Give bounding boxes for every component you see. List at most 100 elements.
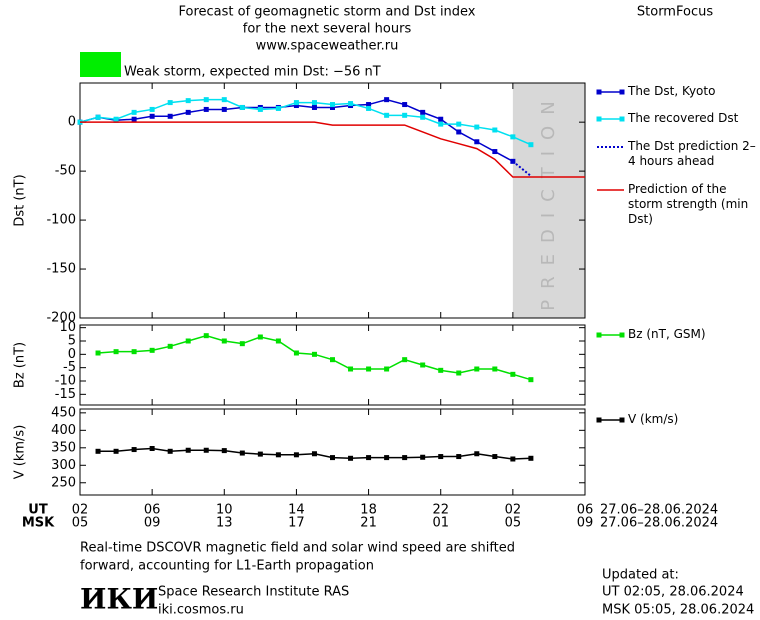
data-point <box>456 129 462 135</box>
data-point <box>167 100 173 106</box>
data-point <box>113 448 119 454</box>
data-point <box>492 454 498 460</box>
data-point <box>149 446 155 452</box>
data-point <box>221 338 227 344</box>
legend-marker <box>619 417 625 423</box>
data-point <box>275 452 281 458</box>
series-line <box>97 334 532 381</box>
data-point <box>510 456 516 462</box>
data-point <box>113 116 119 122</box>
y-tick-label: 5 <box>68 334 76 349</box>
data-point <box>366 102 372 108</box>
data-point <box>257 106 263 112</box>
data-point <box>95 350 101 356</box>
data-point <box>185 109 191 115</box>
data-point <box>275 338 281 344</box>
data-point <box>95 448 101 454</box>
data-point <box>330 455 335 461</box>
data-point <box>257 334 263 340</box>
institute: Space Research Institute RAS <box>158 585 349 600</box>
legend-marker <box>596 89 602 95</box>
x-tick-label: 09 <box>577 516 594 531</box>
x-tick-label: 21 <box>360 516 377 531</box>
data-point <box>438 121 444 127</box>
data-point <box>366 105 372 111</box>
series-line <box>80 121 585 178</box>
data-point <box>167 113 173 119</box>
x-tick-label: 10 <box>216 503 233 518</box>
data-point <box>456 121 462 127</box>
y-tick-label: 250 <box>51 475 76 490</box>
data-point <box>293 100 299 106</box>
y-tick-label: -5 <box>63 360 76 375</box>
y-tick-label: 10 <box>59 320 76 335</box>
legend-label: Bz (nT, GSM) <box>628 327 706 341</box>
plot-frame <box>79 408 586 496</box>
data-point <box>203 333 209 339</box>
legend-label: The Dst, Kyoto <box>628 84 716 98</box>
plot-frame <box>79 324 586 406</box>
data-point <box>384 366 390 372</box>
data-point <box>293 350 299 356</box>
note: forward, accounting for L1-Earth propaga… <box>80 559 374 574</box>
data-point <box>348 366 354 372</box>
legend-label: Prediction of the storm strength (min Ds… <box>628 182 749 226</box>
data-point <box>275 105 281 111</box>
x-tick-label: 06 <box>144 503 161 518</box>
data-point <box>402 112 408 118</box>
data-point <box>528 455 534 461</box>
msk-label: MSK <box>22 516 55 531</box>
data-point <box>203 106 209 112</box>
data-point <box>311 100 317 106</box>
data-point <box>330 104 335 110</box>
y-axis-label: Dst (nT) <box>13 174 28 226</box>
data-point <box>131 349 137 355</box>
y-tick-label: 0 <box>68 115 76 130</box>
data-point <box>402 455 408 461</box>
data-point <box>221 106 227 112</box>
data-point <box>438 367 444 373</box>
data-point <box>311 351 317 357</box>
data-point <box>402 357 408 363</box>
status: Weak storm, expected min Dst: −56 nT <box>124 65 381 80</box>
data-point <box>420 362 426 368</box>
data-point <box>384 112 390 118</box>
legend-label: The Dst prediction 2–4 hours ahead <box>628 139 756 168</box>
legend-marker <box>619 116 625 122</box>
x-tick-label: 02 <box>72 503 89 518</box>
data-point <box>185 447 191 453</box>
x-tick-label: 05 <box>505 516 522 531</box>
note: Real-time DSCOVR magnetic field and sola… <box>80 541 515 556</box>
y-tick-label: -50 <box>55 164 76 179</box>
y-tick-label: -100 <box>46 213 76 228</box>
data-point <box>348 455 354 461</box>
data-point <box>221 97 227 103</box>
prediction-region <box>512 83 585 318</box>
y-tick-label: 400 <box>51 423 76 438</box>
data-point <box>366 455 372 461</box>
y-tick-label: -10 <box>55 374 76 389</box>
data-point <box>510 371 516 377</box>
x-tick-label: 18 <box>360 503 377 518</box>
date-range: 27.06–28.06.2024 <box>600 516 718 531</box>
data-point <box>113 349 119 355</box>
data-point <box>366 366 372 372</box>
legend-marker <box>619 89 625 95</box>
data-point <box>167 448 173 454</box>
data-point <box>384 97 390 103</box>
logo: ИКИ <box>80 583 158 616</box>
data-point <box>474 124 480 130</box>
prediction-label: PREDICTION <box>538 90 559 310</box>
series-line <box>79 98 514 162</box>
x-tick-label: 02 <box>505 503 522 518</box>
data-point <box>311 104 317 110</box>
data-point <box>384 455 390 461</box>
y-tick-label: -15 <box>55 387 76 402</box>
data-point <box>203 97 209 103</box>
x-tick-label: 13 <box>216 516 233 531</box>
x-tick-label: 06 <box>577 503 594 518</box>
data-point <box>239 450 245 456</box>
data-point <box>131 447 137 453</box>
y-tick-label: 0 <box>68 347 76 362</box>
